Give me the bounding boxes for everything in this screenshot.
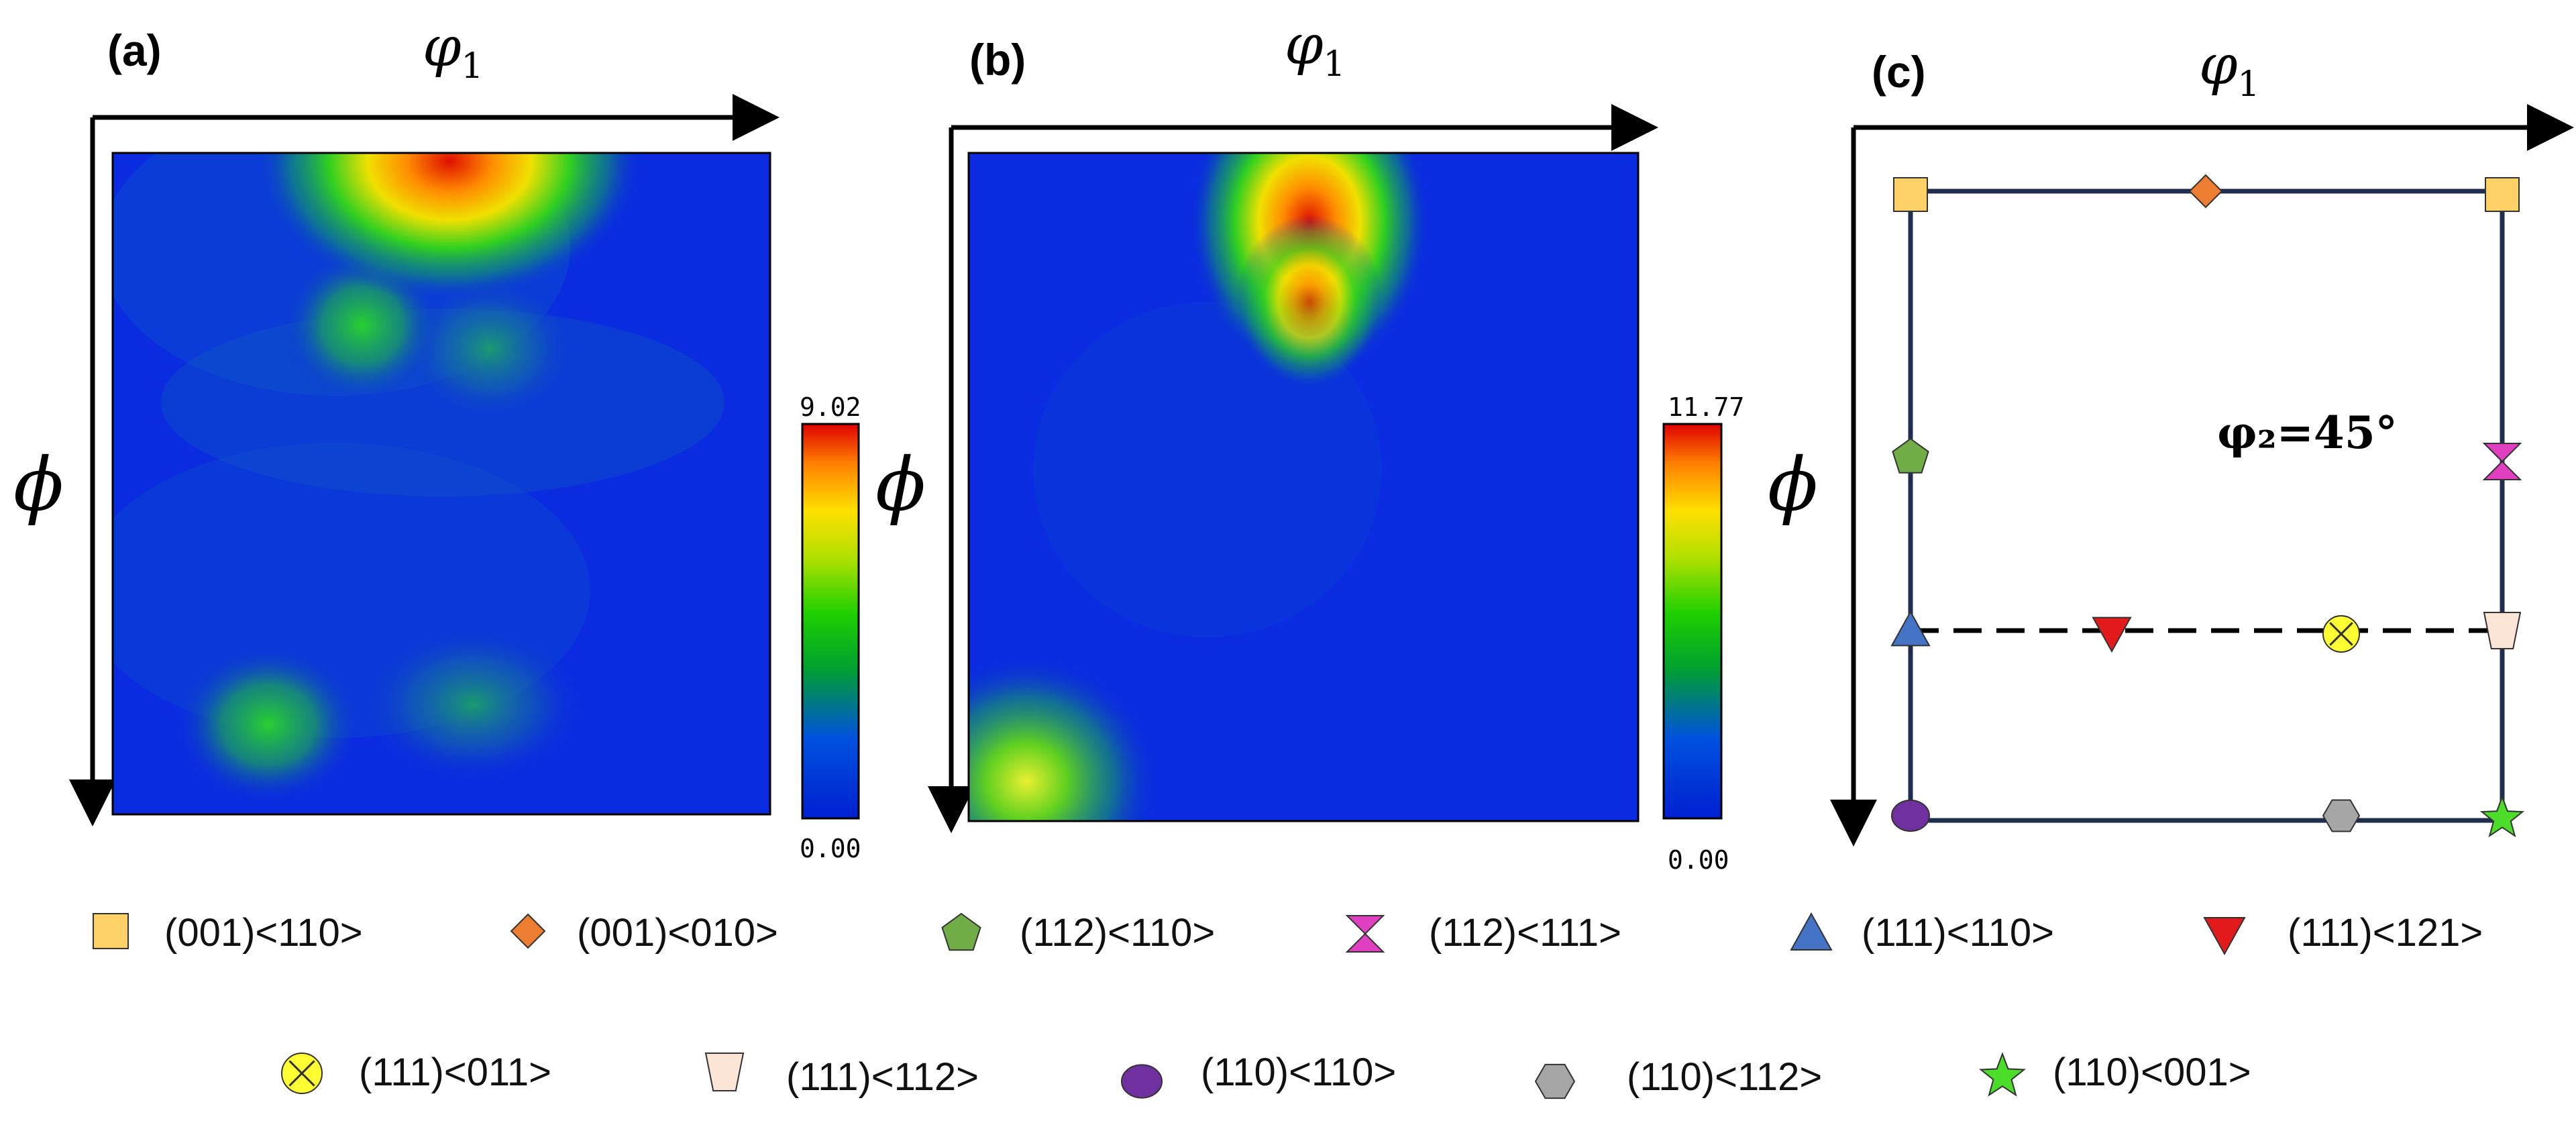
legend-symbol-circle-x xyxy=(281,1053,323,1094)
panel-c-frame xyxy=(1908,188,2505,823)
panel-a-phi1-label: φ1 xyxy=(423,15,484,87)
legend-symbol-diamond xyxy=(510,913,546,949)
legend-symbol-hexagon xyxy=(1534,1063,1576,1099)
legend-label: (112)<110> xyxy=(1020,911,1215,955)
legend-symbol-hourglass xyxy=(1345,915,1385,953)
legend-symbol-square xyxy=(93,913,129,949)
legend-item-001-010: (001)<010> xyxy=(510,911,778,955)
panel-c-phi-label: ϕ xyxy=(1768,441,1818,527)
legend-symbol-star xyxy=(1978,1052,2027,1097)
legend-item-110-001: (110)<001> xyxy=(1978,1051,2251,1097)
legend-symbol-triangle-down xyxy=(2203,917,2246,956)
marker-111-121-dashed xyxy=(2092,616,2132,653)
panel-b-label: (b) xyxy=(969,35,1026,85)
legend-symbol-ellipse xyxy=(1121,1064,1163,1099)
legend-item-110-110: (110)<110> xyxy=(1121,1051,1396,1099)
marker-001-010-top xyxy=(2188,174,2223,209)
panel-c: (c) φ1 ϕ φ₂=45° xyxy=(1768,34,2574,847)
marker-110-001-bottomright xyxy=(2479,795,2525,838)
legend-label: (110)<110> xyxy=(1201,1051,1396,1094)
legend-item-001-110: (001)<110> xyxy=(93,911,363,955)
legend-label: (001)<010> xyxy=(577,911,778,955)
panel-b-colorbar-max: 11.77 xyxy=(1668,392,1744,422)
legend-symbol-pentagon xyxy=(941,912,981,951)
legend-label: (111)<110> xyxy=(1862,911,2054,955)
marker-111-112-right xyxy=(2483,612,2522,649)
legend-item-110-112: (110)<112> xyxy=(1534,1055,1822,1099)
panel-a-colorbar-max: 9.02 xyxy=(800,392,861,422)
panel-c-phi1-label: φ1 xyxy=(2199,34,2260,105)
panel-a: (a) φ1 ϕ 9.02 0.00 xyxy=(13,15,861,863)
legend-item-112-110: (112)<110> xyxy=(941,911,1215,955)
legend-symbol-trapezoid xyxy=(704,1053,745,1091)
marker-112-111-right xyxy=(2482,443,2522,480)
legend-label: (110)<001> xyxy=(2053,1051,2251,1094)
legend-item-111-110: (111)<110> xyxy=(1790,911,2054,955)
marker-111-011-dashed xyxy=(2322,615,2360,653)
marker-111-110-left xyxy=(1890,610,1931,647)
panel-b-map-frame xyxy=(967,152,1640,822)
panel-a-colorbar-min: 0.00 xyxy=(800,834,861,863)
panel-b-phi-label: ϕ xyxy=(875,441,926,527)
legend-label: (112)<111> xyxy=(1429,911,1621,955)
legend-label: (110)<112> xyxy=(1627,1055,1822,1099)
marker-110-112-bottom xyxy=(2322,799,2361,832)
marker-112-110-left xyxy=(1892,437,1929,474)
panel-a-colorbar xyxy=(801,423,860,820)
legend-item-111-121: (111)<121> xyxy=(2203,911,2483,956)
panel-a-phi-label: ϕ xyxy=(13,441,64,527)
panel-a-label: (a) xyxy=(107,25,162,75)
panel-a-map-frame xyxy=(111,152,771,816)
legend-label: (001)<110> xyxy=(164,911,363,955)
phi2-note: φ₂=45° xyxy=(2217,407,2398,459)
panel-b-colorbar-min: 0.00 xyxy=(1668,845,1729,875)
legend-symbol-triangle-up xyxy=(1790,912,1833,951)
panel-b-odf-map xyxy=(969,153,1638,821)
marker-001-110-topleft xyxy=(1893,177,1928,212)
legend-label: (111)<121> xyxy=(2288,911,2483,955)
marker-001-110-topright xyxy=(2485,177,2520,212)
legend: (001)<110> (001)<010> (112)<110> (112)<1… xyxy=(93,911,2483,1099)
panel-c-label: (c) xyxy=(1872,47,1926,97)
legend-label: (111)<011> xyxy=(359,1051,551,1094)
legend-item-112-111: (112)<111> xyxy=(1345,911,1621,955)
panel-b-colorbar xyxy=(1662,423,1723,820)
marker-110-110-bottomleft xyxy=(1891,800,1930,832)
panel-b-phi1-label: φ1 xyxy=(1285,13,1346,85)
legend-item-111-112: (111)<112> xyxy=(704,1053,979,1099)
legend-label: (111)<112> xyxy=(786,1055,979,1099)
panel-b: (b) φ1 ϕ 11.77 0.00 xyxy=(875,13,1744,875)
legend-item-111-011: (111)<011> xyxy=(281,1051,551,1094)
panel-a-odf-map xyxy=(113,153,770,814)
